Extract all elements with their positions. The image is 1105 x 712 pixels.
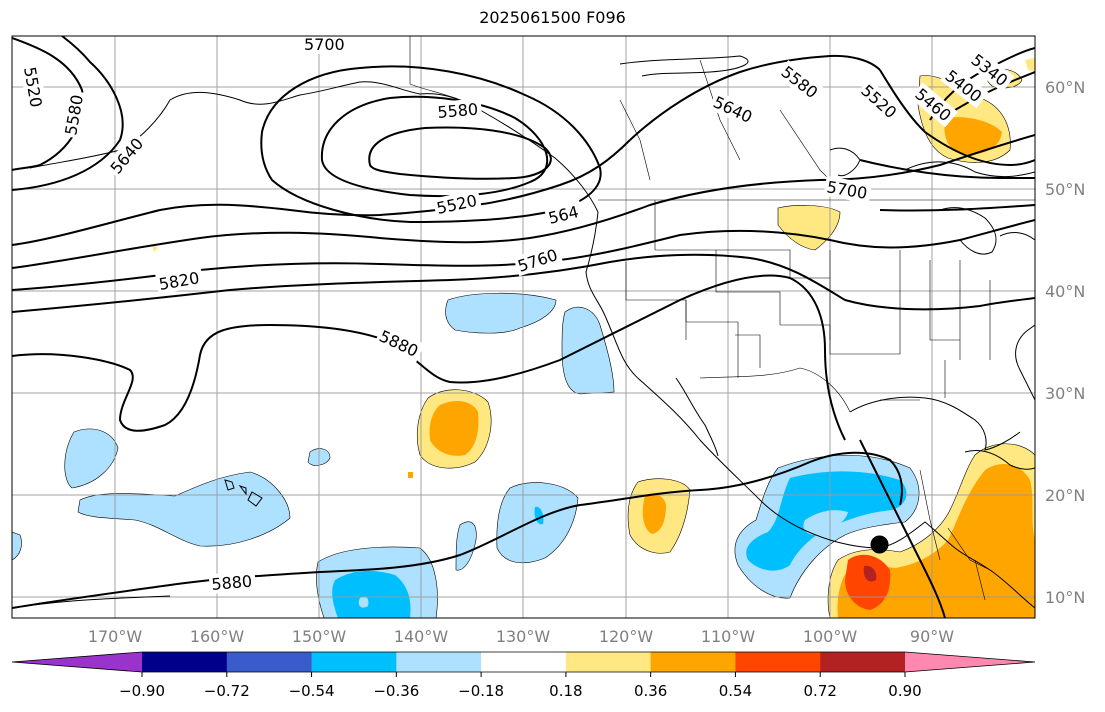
colorbar-tick-label: 0.54	[719, 682, 752, 700]
colorbar-tick-label: 0.90	[888, 682, 921, 700]
contour-label: 5700	[304, 35, 345, 54]
lon-label: 160°W	[190, 627, 245, 646]
lon-label: 110°W	[701, 627, 756, 646]
contour-label: 5880	[211, 572, 253, 594]
colorbar-segment	[481, 652, 567, 672]
contour-label: 5580	[437, 100, 479, 122]
colorbar-segment	[226, 652, 313, 672]
lon-label: 140°W	[394, 627, 449, 646]
colorbar-tick-label: −0.54	[289, 682, 335, 700]
colorbar-segment	[565, 652, 652, 672]
colorbar-tick-label: −0.18	[458, 682, 504, 700]
lon-label: 90°W	[910, 627, 954, 646]
colorbar-segment	[650, 652, 736, 672]
coastlines	[13, 55, 1035, 609]
lon-label: 130°W	[496, 627, 551, 646]
lat-label: 10°N	[1045, 588, 1085, 607]
colorbar-segment	[142, 652, 228, 672]
map-title: 2025061500 F096	[479, 8, 626, 27]
colorbar-extension-min	[12, 652, 142, 672]
graticule	[12, 36, 1035, 618]
colorbar-segment	[396, 652, 482, 672]
colorbar-segment	[820, 652, 906, 672]
lon-label: 150°W	[292, 627, 347, 646]
colorbar-segment	[311, 652, 397, 672]
lon-label: 120°W	[599, 627, 654, 646]
lon-label: 170°W	[88, 627, 143, 646]
positive-anomaly-shading	[152, 58, 1035, 618]
colorbar: −0.90 −0.72 −0.54 −0.36 −0.18 0.18 0.36 0.54 0.7…	[11, 651, 1036, 700]
political-borders	[409, 36, 1035, 601]
colorbar-tick-label: 0.18	[549, 682, 582, 700]
lat-label: 30°N	[1045, 384, 1085, 403]
colorbar-segment	[735, 652, 821, 672]
colorbar-tick-label: 0.72	[804, 682, 837, 700]
lat-label: 60°N	[1045, 78, 1085, 97]
colorbar-tick-label: −0.90	[119, 682, 165, 700]
storm-center-marker	[870, 535, 889, 554]
lat-label: 50°N	[1045, 180, 1085, 199]
lon-label: 100°W	[803, 627, 858, 646]
lat-label: 20°N	[1045, 486, 1085, 505]
map-frame	[11, 35, 1036, 619]
map-panel: 5700 5520 5580 5640 5580 5520	[12, 35, 1035, 618]
colorbar-tick-label: −0.36	[373, 682, 419, 700]
colorbar-tick-label: 0.36	[634, 682, 667, 700]
latitude-labels: 60°N 50°N 40°N 30°N 20°N 10°N	[1045, 78, 1085, 607]
colorbar-tick-label: −0.72	[204, 682, 250, 700]
colorbar-extension-max	[905, 652, 1035, 672]
lat-label: 40°N	[1045, 282, 1085, 301]
longitude-labels: 170°W 160°W 150°W 140°W 130°W 120°W 110°…	[88, 627, 954, 646]
